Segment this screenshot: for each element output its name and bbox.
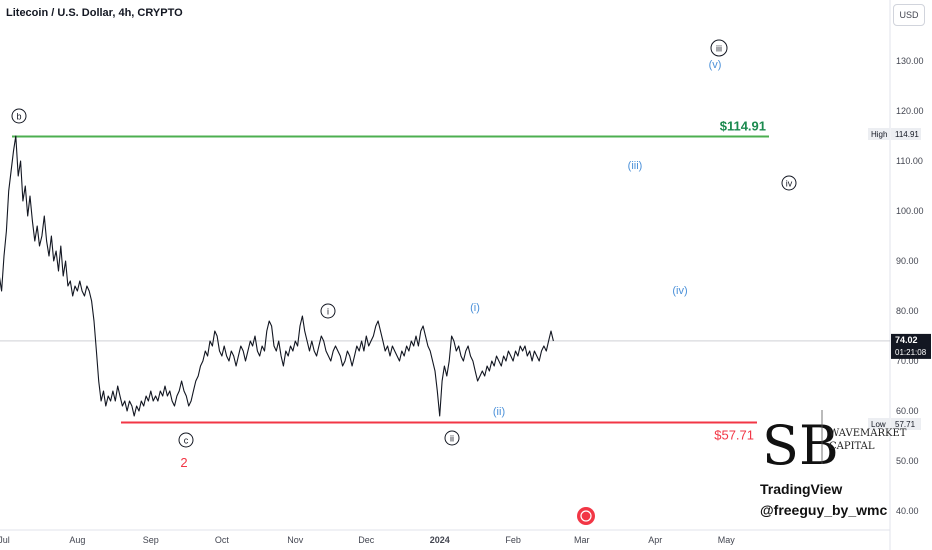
x-tick-label: Jul [0, 535, 10, 545]
wave-label-circle [710, 39, 728, 57]
wave-label: iii [716, 44, 722, 54]
current-price-value: 74.02 [895, 335, 918, 345]
wave-label: (iii) [628, 160, 643, 172]
svg-text:SB: SB [762, 414, 839, 477]
low-value-box [891, 418, 921, 430]
wave-label: (i) [470, 302, 480, 314]
wave-label: c [184, 436, 189, 446]
x-tick-label: Apr [648, 535, 662, 545]
chart-title: Litecoin / U.S. Dollar, 4h, CRYPTO [6, 7, 183, 19]
wave-label: (v) [709, 59, 722, 71]
wave-label-circle [781, 175, 797, 191]
x-tick-label: Nov [287, 535, 304, 545]
x-tick-label: Dec [358, 535, 375, 545]
wave-label-circle [178, 432, 194, 448]
wave-label: (iv) [672, 285, 687, 297]
wave-label: (ii) [493, 406, 505, 418]
low-tag-box [868, 418, 890, 430]
low-value-text: 57.71 [895, 420, 916, 429]
x-tick-label: Aug [69, 535, 85, 545]
countdown-timer: 01:21:08 [895, 348, 927, 357]
wave-label: 2 [180, 455, 187, 470]
high-value-text: 114.91 [895, 130, 919, 139]
y-tick-label: 130.00 [896, 56, 924, 66]
platform-label: TradingView [760, 481, 842, 497]
price-line-series[interactable] [0, 135, 554, 417]
current-price-box [891, 333, 931, 359]
author-handle: @freeguy_by_wmc [760, 502, 887, 518]
y-tick-label: 120.00 [896, 106, 924, 116]
y-tick-label: 50.00 [896, 456, 919, 466]
x-tick-label: May [718, 535, 736, 545]
x-tick-label: 2024 [430, 535, 450, 545]
high-tag-text: High [871, 130, 887, 139]
y-tick-label: 70.00 [896, 356, 919, 366]
wave-label-circle [11, 108, 27, 124]
wave-label: i [327, 307, 329, 317]
x-tick-label: Feb [505, 535, 521, 545]
low-level-label: $57.71 [714, 427, 754, 442]
high-value-box [891, 128, 921, 140]
brand-line-1: WAVEMARKET [829, 428, 907, 439]
high-tag-box [868, 128, 890, 140]
wave-label: ii [450, 434, 454, 444]
event-flag-icon-inner [580, 510, 592, 522]
x-tick-label: Mar [574, 535, 590, 545]
y-tick-label: 80.00 [896, 306, 919, 316]
y-tick-label: 100.00 [896, 206, 924, 216]
wave-label: b [16, 112, 21, 122]
wave-label-circle [320, 303, 336, 319]
currency-button[interactable]: USD [893, 4, 925, 26]
wavemarket-logo: SB [762, 414, 839, 477]
x-tick-label: Sep [143, 535, 159, 545]
high-level-label: $114.91 [720, 118, 766, 133]
y-tick-label: 110.00 [896, 156, 923, 166]
y-tick-label: 40.00 [896, 506, 919, 516]
brand-line-2: CAPITAL [829, 441, 875, 452]
event-flag-icon[interactable] [577, 507, 595, 525]
wave-label-circle [444, 430, 460, 446]
y-tick-label: 90.00 [896, 256, 919, 266]
wave-label: iv [786, 179, 793, 189]
x-tick-label: Oct [215, 535, 230, 545]
y-tick-label: 60.00 [896, 406, 919, 416]
low-tag-text: Low [871, 420, 886, 429]
